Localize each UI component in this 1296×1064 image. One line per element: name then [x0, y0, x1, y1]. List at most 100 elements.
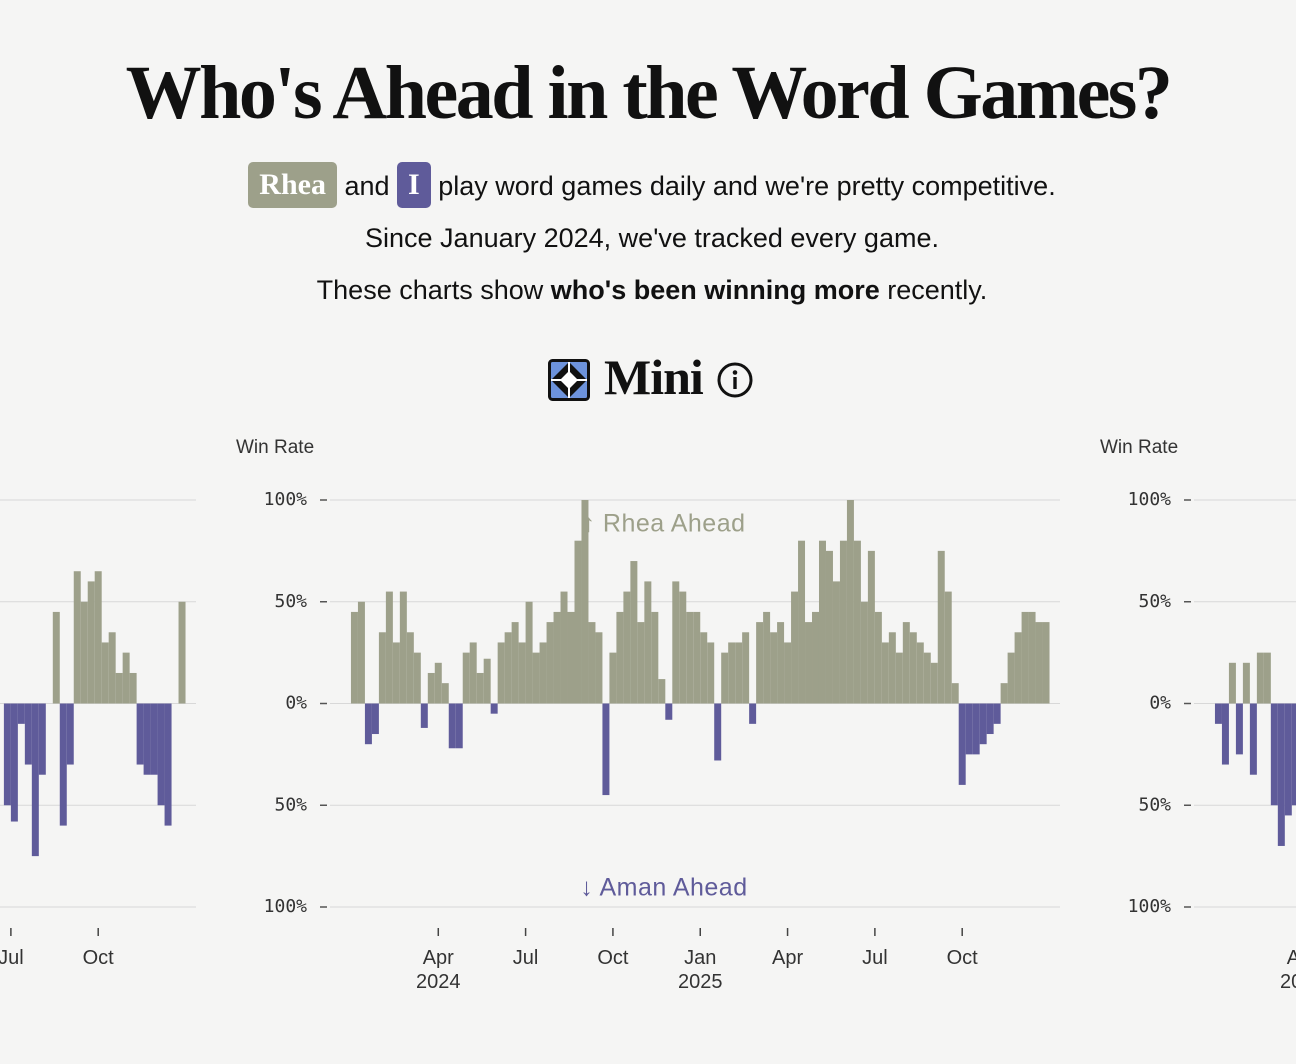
bar [979, 703, 987, 745]
y-tick-label: 50% [1138, 794, 1171, 815]
bar [623, 591, 631, 704]
bar [700, 632, 708, 704]
x-tick-label: Apr 2024 [416, 947, 461, 993]
bar [735, 642, 743, 704]
bar [178, 601, 186, 704]
y-tick-label: 100% [264, 489, 308, 510]
bar [406, 632, 414, 704]
bar [504, 632, 512, 704]
bar [714, 703, 722, 761]
bar [686, 611, 694, 704]
bar [595, 632, 603, 704]
bar [483, 658, 491, 704]
bar [1035, 622, 1043, 704]
bar [616, 611, 624, 704]
bar [136, 703, 144, 765]
bar [1263, 652, 1271, 704]
bar [749, 703, 757, 724]
intro-text: and [344, 171, 390, 201]
bar [944, 591, 952, 704]
bar [66, 703, 74, 765]
y-axis-label: Win Rate [236, 437, 314, 458]
bar [469, 642, 477, 704]
bar [115, 672, 123, 704]
x-tick-label: Oct [946, 947, 978, 969]
annotation: ↑ Rhea Ahead [582, 510, 745, 538]
bar [972, 703, 980, 755]
bar [59, 703, 67, 826]
bar [73, 571, 81, 704]
bar [707, 642, 715, 704]
bar [581, 500, 589, 704]
bar [867, 550, 875, 704]
bar [784, 642, 792, 704]
bar [399, 591, 407, 704]
bar [630, 561, 638, 704]
bar [825, 550, 833, 704]
x-tick-label: Jan 2025 [677, 947, 723, 993]
bar [1284, 703, 1292, 816]
bar [350, 611, 358, 704]
bar [644, 581, 652, 704]
bar [17, 703, 25, 724]
bar [728, 642, 736, 704]
bar [902, 622, 910, 704]
bar [511, 622, 519, 704]
intro-text: play word games daily and we're pretty c… [365, 171, 1056, 253]
bar [129, 672, 137, 704]
bar [923, 652, 931, 704]
x-tick-label: Apr 2024 [1280, 947, 1296, 993]
bar [31, 703, 39, 857]
info-icon[interactable] [716, 361, 754, 399]
bar [846, 500, 854, 704]
x-tick-label: Oct [597, 947, 629, 969]
bar [101, 642, 109, 704]
bar [742, 632, 750, 704]
y-tick-label: 100% [264, 896, 308, 917]
bar [1249, 703, 1257, 775]
bar [881, 642, 889, 704]
bar [951, 683, 959, 704]
bar [1256, 652, 1264, 704]
bar [860, 601, 868, 704]
bar [665, 703, 673, 720]
bar [888, 632, 896, 704]
page-title: Who's Ahead in the Word Games? [125, 51, 1173, 135]
bar [679, 591, 687, 704]
bar [1042, 622, 1050, 704]
bar [1028, 611, 1036, 704]
bar [371, 703, 379, 735]
bar [770, 632, 778, 704]
bar [24, 703, 32, 765]
bar [637, 622, 645, 704]
bar [546, 622, 554, 704]
bar [448, 703, 456, 749]
bar [518, 642, 526, 704]
name-pill: I [397, 161, 431, 208]
bar [420, 703, 428, 728]
y-tick-label: 0% [1149, 693, 1171, 714]
bar [937, 550, 945, 704]
bar [930, 662, 938, 704]
bar [80, 601, 88, 704]
bar [895, 652, 903, 704]
bar [108, 632, 116, 704]
bar [150, 703, 158, 775]
bar [1007, 652, 1015, 704]
bar [157, 703, 165, 806]
y-tick-label: 50% [1138, 591, 1171, 612]
bar [993, 703, 1001, 724]
bar [818, 540, 826, 704]
bar [413, 652, 421, 704]
bar [52, 611, 60, 704]
game-icon [548, 359, 590, 401]
bar [1214, 703, 1222, 724]
bar [553, 611, 561, 704]
bar [1221, 703, 1229, 765]
intro: Rhea and I play word games daily and we'… [212, 160, 1092, 264]
y-axis-label: Win Rate [1100, 437, 1178, 458]
y-tick-label: 0% [285, 693, 307, 714]
bar [721, 652, 729, 704]
bar [832, 581, 840, 704]
